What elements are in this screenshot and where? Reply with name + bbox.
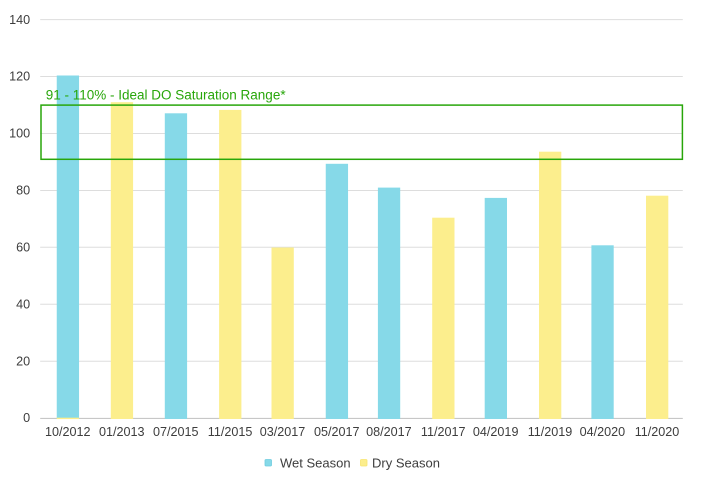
svg-text:80: 80: [16, 184, 30, 198]
svg-text:07/2015: 07/2015: [153, 425, 199, 439]
svg-text:11/2019: 11/2019: [528, 425, 573, 439]
svg-text:03/2017: 03/2017: [260, 425, 306, 439]
svg-text:Dry Season: Dry Season: [372, 456, 440, 471]
svg-text:120: 120: [9, 70, 30, 84]
svg-text:11/2015: 11/2015: [208, 425, 253, 439]
svg-text:08/2017: 08/2017: [366, 425, 412, 439]
svg-text:100: 100: [9, 127, 30, 141]
svg-text:20: 20: [16, 354, 30, 368]
svg-text:04/2019: 04/2019: [473, 425, 519, 439]
svg-text:04/2020: 04/2020: [580, 425, 626, 439]
svg-text:10/2012: 10/2012: [45, 425, 91, 439]
svg-text:Wet Season: Wet Season: [280, 456, 351, 471]
svg-text:60: 60: [16, 240, 30, 254]
svg-text:40: 40: [16, 297, 30, 311]
svg-text:140: 140: [9, 13, 30, 27]
svg-text:05/2017: 05/2017: [314, 425, 360, 439]
svg-text:01/2013: 01/2013: [99, 425, 145, 439]
svg-text:11/2020: 11/2020: [635, 425, 680, 439]
svg-text:11/2017: 11/2017: [421, 425, 466, 439]
svg-text:91 - 110% - Ideal DO Saturatio: 91 - 110% - Ideal DO Saturation Range*: [46, 87, 287, 102]
svg-text:0: 0: [23, 411, 30, 425]
